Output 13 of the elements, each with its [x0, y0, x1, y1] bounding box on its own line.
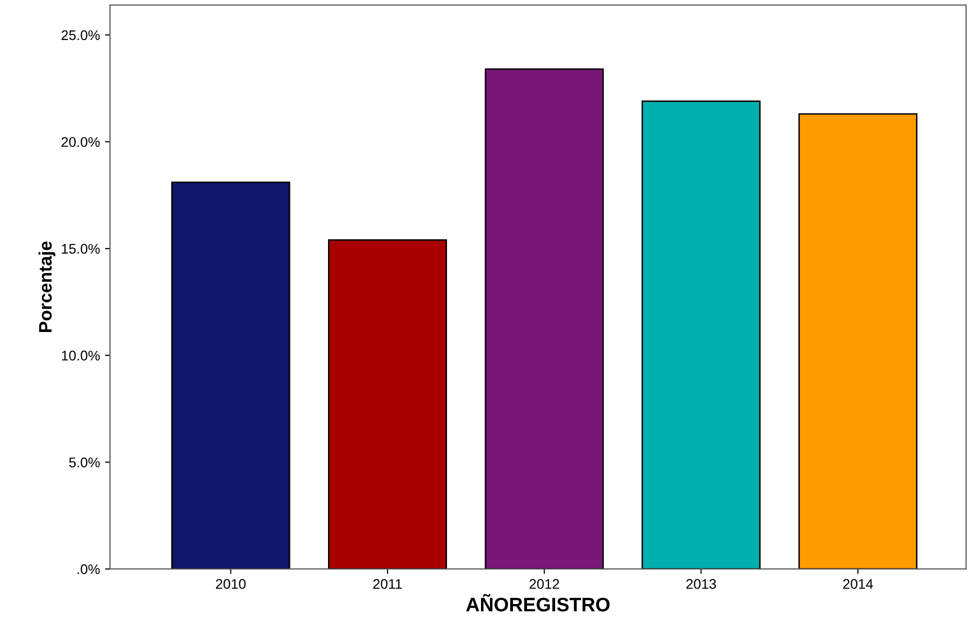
x-tick-label: 2014 [843, 579, 873, 589]
y-tick-label: 25.0% [62, 30, 100, 40]
x-tick-label: 2011 [373, 579, 402, 589]
y-tick-label: 10.0% [62, 350, 100, 361]
x-tick-label: 2010 [216, 579, 246, 589]
y-tick-label: 15.0% [62, 244, 100, 254]
y-tick-label: 20.0% [62, 137, 100, 147]
y-tick-label: 5.0% [69, 457, 100, 468]
y-tick-label: .0% [78, 564, 100, 574]
x-tick-label: 2012 [530, 579, 560, 589]
x-tick-label: 2013 [686, 579, 716, 589]
x-axis-title: AÑOREGISTRO [466, 594, 610, 612]
y-axis-title: Porcentaje [38, 241, 56, 332]
